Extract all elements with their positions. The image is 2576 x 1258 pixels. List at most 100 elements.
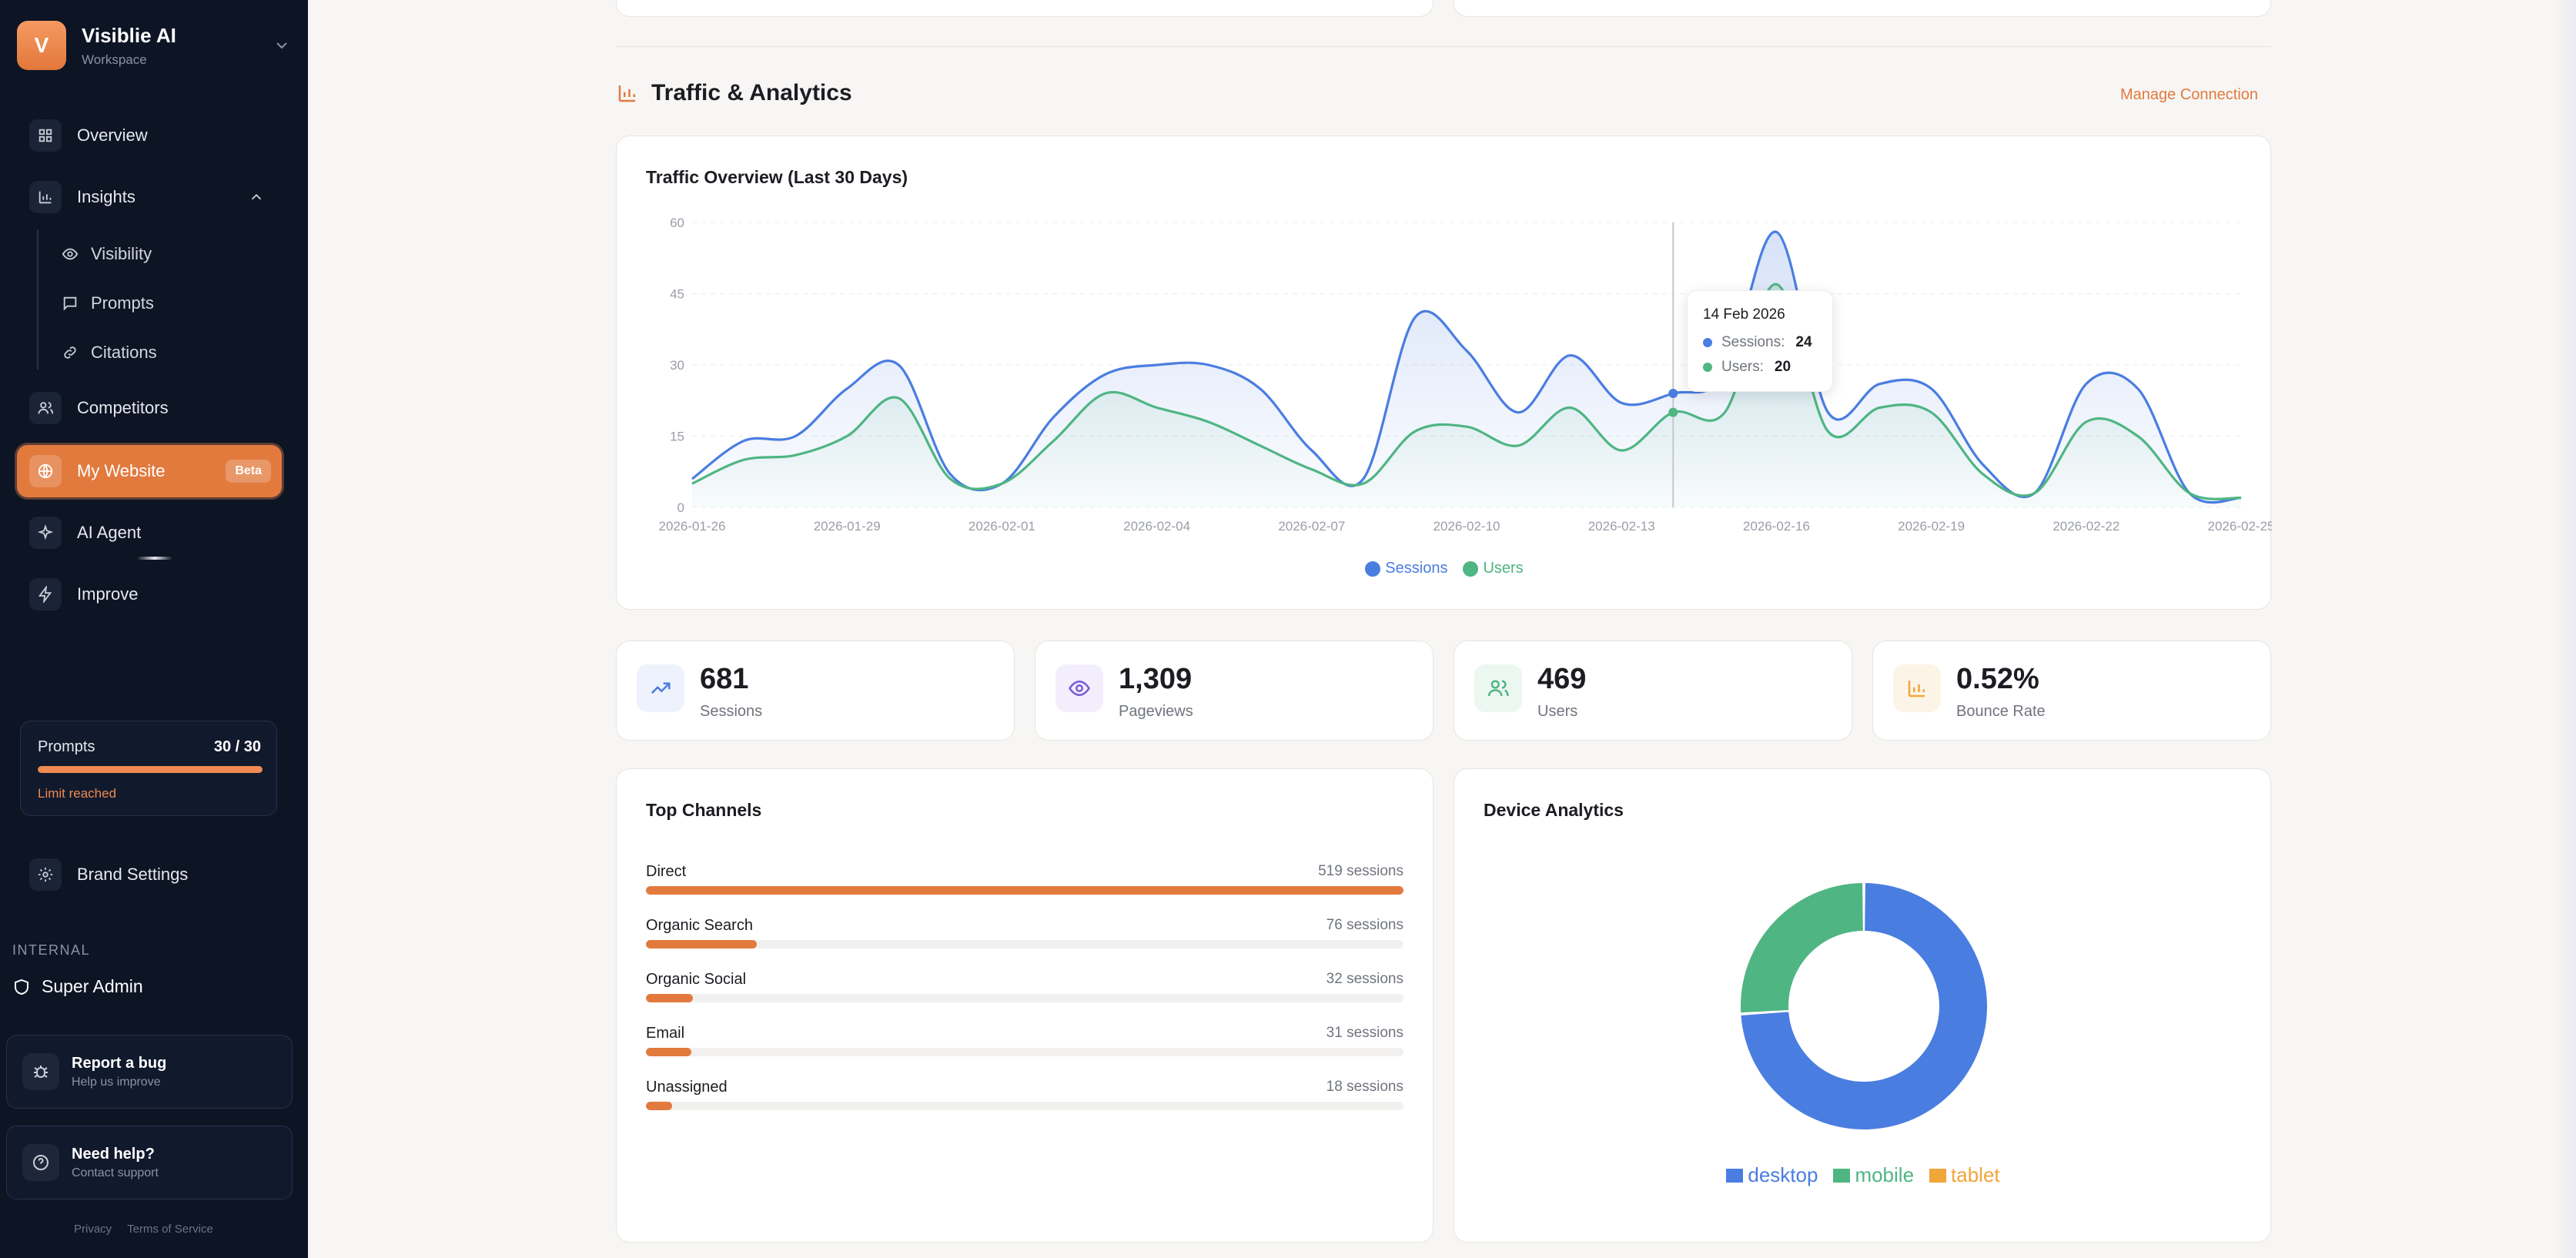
legend-mobile-swatch (1833, 1168, 1851, 1183)
x-tick-label: 2026-01-26 (659, 519, 726, 534)
legend-users[interactable]: Users (1463, 560, 1524, 577)
device-donut-chart[interactable] (1454, 769, 2272, 1243)
nav-improve[interactable]: Improve (17, 568, 282, 621)
legend-sessions-label: Sessions (1385, 560, 1448, 577)
channel-bar (646, 1102, 1403, 1110)
terms-link[interactable]: Terms of Service (127, 1223, 213, 1236)
loading-indicator (137, 557, 172, 560)
nav-my-website[interactable]: My Website Beta (17, 445, 282, 497)
x-tick-label: 2026-01-29 (814, 519, 881, 534)
nav-my-website-label: My Website (77, 461, 166, 480)
x-tick-label: 2026-02-04 (1123, 519, 1190, 534)
legend-tablet[interactable]: tablet (1929, 1163, 2000, 1187)
manage-connection-link[interactable]: Manage Connection (2120, 86, 2259, 103)
legend-desktop[interactable]: desktop (1726, 1163, 1818, 1187)
legend-users-swatch (1463, 560, 1479, 577)
need-help-button[interactable]: Need help? Contact support (6, 1126, 293, 1199)
tooltip-sessions: Sessions: 24 (1703, 334, 1812, 351)
bar-chart-icon (29, 181, 62, 213)
stat-card-bounce-rate: 0.52% Bounce Rate (1872, 641, 2271, 741)
bug-icon (22, 1053, 59, 1090)
chart-tooltip: 14 Feb 2026 Sessions: 24 Users: 20 (1687, 290, 1833, 392)
nav-ai-agent[interactable]: AI Agent (17, 507, 282, 559)
y-tick-label: 45 (670, 287, 684, 302)
legend-desktop-swatch (1726, 1168, 1744, 1183)
nav-super-admin[interactable]: Super Admin (12, 976, 143, 997)
workspace-switcher[interactable]: V Visiblie AI Workspace (17, 20, 291, 71)
nav-competitors[interactable]: Competitors (17, 382, 282, 434)
channel-count: 31 sessions (1326, 1025, 1403, 1041)
channels-title: Top Channels (646, 800, 762, 820)
channel-bar-fill (646, 886, 1403, 895)
chart-title: Traffic Overview (Last 30 Days) (646, 167, 908, 187)
channel-count: 18 sessions (1326, 1079, 1403, 1095)
nav-visibility[interactable]: Visibility (62, 237, 152, 271)
stat-card-pageviews: 1,309 Pageviews (1035, 641, 1434, 741)
nav-citations-label: Citations (91, 343, 157, 362)
traffic-chart[interactable]: 0 15 30 45 60 2026-01-26 2026-01-29 2026-02-01 2… (617, 136, 2272, 611)
stat-card-users: 469 Users (1454, 641, 1852, 741)
device-title: Device Analytics (1484, 800, 1624, 820)
section-title: Traffic & Analytics (651, 80, 852, 105)
x-tick-label: 2026-02-19 (1898, 519, 1965, 534)
stat-label: Users (1537, 703, 1578, 720)
users-dot (1703, 363, 1712, 372)
workspace-subtitle: Workspace (82, 52, 147, 67)
legend-desktop-label: desktop (1748, 1163, 1818, 1186)
y-tick-label: 15 (670, 430, 684, 444)
report-bug-button[interactable]: Report a bug Help us improve (6, 1035, 293, 1109)
help-circle-icon (22, 1144, 59, 1181)
nav-brand-settings[interactable]: Brand Settings (17, 848, 282, 901)
prompts-quota-card: Prompts 30 / 30 Limit reached (20, 721, 277, 816)
nav-insights[interactable]: Insights (17, 171, 282, 223)
sessions-dot (1703, 338, 1712, 347)
x-tick-label: 2026-02-07 (1278, 519, 1345, 534)
quota-progress-fill (38, 766, 263, 773)
scroll-edge (2554, 0, 2576, 1258)
nav-ai-agent-label: AI Agent (77, 523, 142, 542)
lightning-icon (29, 578, 62, 611)
chevron-down-icon (276, 42, 287, 49)
tooltip-sessions-label: Sessions: (1721, 334, 1785, 350)
nav-prompts[interactable]: Prompts (62, 286, 154, 320)
previous-card (1454, 0, 2271, 17)
channel-name: Unassigned (646, 1079, 728, 1096)
bar-chart-icon (618, 85, 635, 102)
stat-label: Sessions (700, 703, 763, 720)
eye-icon (62, 248, 79, 260)
legend-tablet-label: tablet (1951, 1163, 2000, 1186)
stat-value: 469 (1537, 663, 1587, 695)
stat-label: Bounce Rate (1956, 703, 2046, 720)
x-tick-label: 2026-02-16 (1743, 519, 1810, 534)
need-help-title: Need help? (72, 1145, 155, 1163)
stat-value: 1,309 (1119, 663, 1193, 695)
donut-slice-desktop[interactable] (1741, 883, 1987, 1129)
channel-name: Email (646, 1025, 685, 1042)
channel-bar (646, 886, 1403, 895)
chevron-up-icon[interactable] (248, 189, 265, 206)
nav-improve-label: Improve (77, 584, 139, 604)
privacy-link[interactable]: Privacy (74, 1223, 112, 1236)
stat-value: 681 (700, 663, 749, 695)
x-tick-label: 2026-02-22 (2052, 519, 2119, 534)
trending-up-icon (637, 664, 684, 712)
sidebar: V Visiblie AI Workspace Overview Insight… (0, 0, 308, 1258)
nav-citations[interactable]: Citations (62, 336, 157, 370)
x-tick-label: 2026-02-01 (969, 519, 1035, 534)
channel-name: Organic Social (646, 971, 747, 988)
legend-mobile[interactable]: mobile (1833, 1163, 1914, 1187)
legend-sessions[interactable]: Sessions (1365, 560, 1447, 577)
chart-legend: Sessions Users (617, 560, 2272, 577)
need-help-subtitle: Contact support (72, 1166, 159, 1179)
submenu-guide (37, 229, 38, 370)
legend-mobile-label: mobile (1855, 1163, 1915, 1186)
nav-overview[interactable]: Overview (17, 109, 282, 162)
link-icon (64, 346, 76, 359)
y-tick-label: 30 (670, 358, 684, 373)
legal-links: Privacy Terms of Service (74, 1223, 226, 1236)
legend-sessions-swatch (1365, 560, 1381, 577)
channel-count: 76 sessions (1326, 917, 1403, 933)
x-tick-label: 2026-02-10 (1434, 519, 1500, 534)
channel-bar (646, 940, 1403, 949)
donut-slice-mobile[interactable] (1741, 883, 1863, 1013)
